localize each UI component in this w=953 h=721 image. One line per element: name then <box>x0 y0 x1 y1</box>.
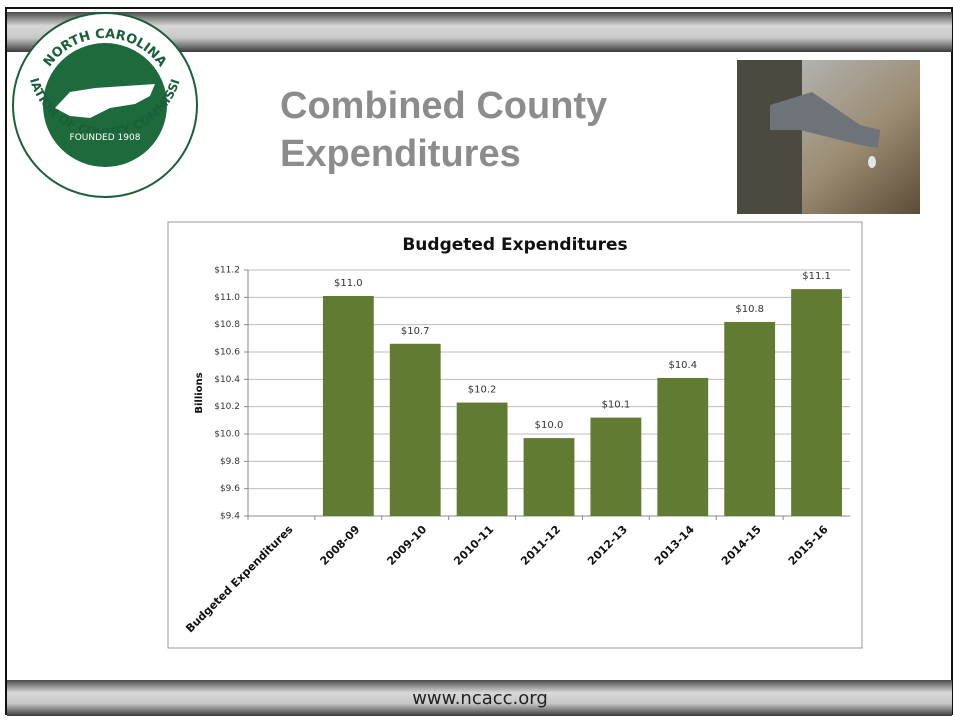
value-label: $10.8 <box>735 304 764 315</box>
drop <box>868 156 876 168</box>
value-label: $11.0 <box>334 278 363 289</box>
y-tick-label: $10.4 <box>214 375 240 385</box>
spout <box>770 92 880 148</box>
logo-founded: FOUNDED 1908 <box>70 133 141 143</box>
y-tick-label: $9.8 <box>220 457 240 467</box>
bar <box>657 377 709 516</box>
tree-trunk <box>737 60 802 214</box>
bar <box>322 295 374 516</box>
bar <box>389 343 441 516</box>
y-tick-label: $10.6 <box>214 348 240 358</box>
bar <box>523 438 575 516</box>
y-tick-label: $9.6 <box>220 484 240 494</box>
slide-title-line: Expenditures <box>280 133 521 175</box>
value-label: $10.0 <box>535 420 564 431</box>
y-tick-label: $10.8 <box>214 320 240 330</box>
y-tick-label: $11.2 <box>214 266 240 276</box>
value-label: $10.2 <box>468 385 497 396</box>
chart-title: Budgeted Expenditures <box>402 235 627 255</box>
y-axis-label: Billions <box>194 372 205 413</box>
slide-title-line: Combined County <box>280 85 607 127</box>
value-label: $11.1 <box>802 271 831 282</box>
value-label: $10.4 <box>668 360 697 371</box>
y-tick-label: $10.2 <box>214 402 240 412</box>
bar <box>590 417 642 516</box>
y-tick-label: $10.0 <box>214 430 240 440</box>
y-tick-label: $11.0 <box>214 293 240 303</box>
y-tick-label: $9.4 <box>220 512 240 522</box>
footer-bar <box>7 680 952 716</box>
bar <box>456 402 508 516</box>
photo <box>737 60 920 214</box>
value-label: $10.7 <box>401 326 430 337</box>
nc-map <box>55 84 155 118</box>
bar <box>724 321 776 516</box>
bar <box>791 289 842 516</box>
value-label: $10.1 <box>602 400 631 411</box>
footer-text: www.ncacc.org <box>412 688 548 709</box>
